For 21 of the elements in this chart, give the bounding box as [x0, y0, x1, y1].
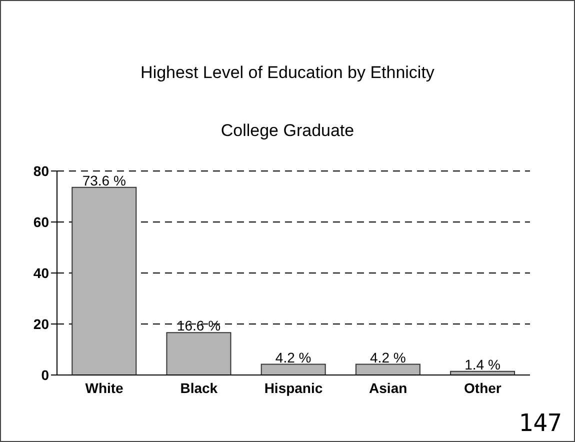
- bar: [355, 364, 420, 375]
- y-tick-label: 40: [33, 264, 50, 281]
- data-label: 73.6 %: [82, 172, 126, 188]
- x-tick-label: Black: [180, 380, 218, 396]
- y-tick-label: 0: [41, 366, 50, 383]
- y-tick-label: 80: [33, 162, 50, 179]
- bar: [260, 364, 326, 375]
- chart-title: Highest Level of Education by Ethnicity: [140, 63, 436, 83]
- x-tick-label: Asian: [369, 380, 408, 396]
- data-label: 4.2 %: [370, 349, 406, 366]
- y-tick-label: 60: [33, 214, 50, 230]
- x-tick-label: White: [85, 380, 124, 396]
- data-label: 1.4 %: [464, 356, 500, 372]
- text: 147: [518, 409, 562, 437]
- data-label: 4.2 %: [275, 349, 312, 366]
- bar: [72, 186, 137, 375]
- x-tick-label: Hispanic: [264, 380, 323, 396]
- x-tick-label: Other: [464, 380, 502, 396]
- y-tick-label: 20: [33, 316, 50, 332]
- bar: [166, 332, 232, 375]
- chart-subtitle: College Graduate: [220, 121, 356, 141]
